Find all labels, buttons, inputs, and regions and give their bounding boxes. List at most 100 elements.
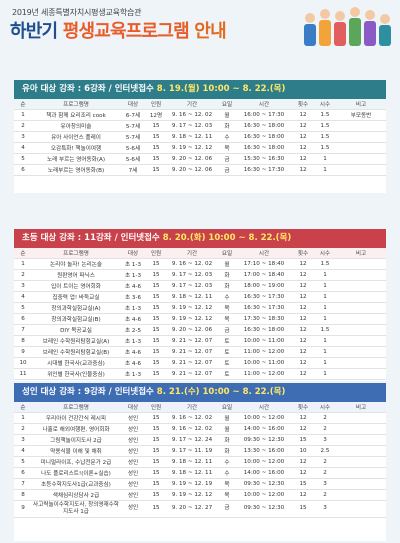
- table-cell: [336, 346, 386, 358]
- col-header: 비고: [336, 402, 386, 413]
- table-cell: 9: [14, 346, 32, 358]
- table-cell: 09:30 ~ 12:30: [236, 434, 292, 446]
- table-cell: 목: [218, 489, 236, 501]
- table-cell: 15: [146, 142, 166, 154]
- table-row: 9 브레인 수학원리탐험교실(B) 초 4-6 15 9. 21 ~ 12. 07 토 11…: [14, 346, 386, 358]
- table-cell: 나홀로 해외여행편, 영어회화: [32, 423, 120, 435]
- table-cell: 1: [14, 109, 32, 121]
- table-cell: 12: [292, 291, 314, 303]
- table-cell: 성인: [120, 500, 146, 518]
- table-cell: 창의과학실험교실(B): [32, 313, 120, 325]
- table-cell: 목: [218, 142, 236, 154]
- table-cell: [336, 445, 386, 457]
- elementary-section-title: 초등 대상 강좌 : 11강좌 / 인터넷접수: [22, 233, 163, 243]
- table-cell: 3: [314, 434, 336, 446]
- col-header: 시수: [314, 402, 336, 413]
- table-cell: 초등수학지도사1급(교과중심): [32, 478, 120, 490]
- table-cell: 성인: [120, 423, 146, 435]
- table-cell: 초 1-3: [120, 258, 146, 270]
- table-cell: 15: [146, 434, 166, 446]
- table-cell: 초 4-6: [120, 313, 146, 325]
- table-cell: 1: [314, 153, 336, 165]
- col-header: 시수: [314, 248, 336, 259]
- table-cell: 7: [14, 324, 32, 336]
- table-cell: 초 4-6: [120, 280, 146, 292]
- table-cell: [336, 313, 386, 325]
- elementary-table: 순 프로그램명 대상 인원 기간 요일 시간 횟수 시수 비고 1 논리야 놀자!…: [14, 248, 386, 380]
- table-cell: 브레인 수학원리탐험교실(A): [32, 335, 120, 347]
- table-cell: 2: [314, 423, 336, 435]
- table-cell: 부모동반: [336, 109, 386, 121]
- table-cell: 9. 17 ~ 12. 03: [166, 269, 218, 281]
- table-cell: [336, 291, 386, 303]
- col-header: 시수: [314, 99, 336, 110]
- table-cell: 12: [292, 280, 314, 292]
- table-row: 7 DIY 목공교실 초 2-5 15 9. 20 ~ 12. 06 금 16:30 ~ 1…: [14, 324, 386, 336]
- table-cell: 12: [292, 324, 314, 336]
- table-cell: 16:30 ~ 18:00: [236, 142, 292, 154]
- table-cell: 16:30 ~ 17:30: [236, 164, 292, 176]
- table-cell: 10:00 ~ 11:00: [236, 335, 292, 347]
- page-title: 하반기 평생교육프로그램 안내: [10, 17, 227, 43]
- table-cell: 초 3-6: [120, 291, 146, 303]
- col-header: 비고: [336, 248, 386, 259]
- table-cell: 금: [218, 324, 236, 336]
- table-row: 5 미니멀라이프, 수납전문가 2급 성인 15 9. 18 ~ 12. 11 수 10:0…: [14, 456, 386, 468]
- table-cell: 목: [218, 478, 236, 490]
- table-cell: 15: [146, 280, 166, 292]
- table-cell: 12: [292, 346, 314, 358]
- table-cell: 초 4-6: [120, 357, 146, 369]
- col-header: 횟수: [292, 99, 314, 110]
- table-cell: 15: [146, 500, 166, 518]
- table-row: 2 원판영어 파닉스 초 1-3 15 9. 17 ~ 12. 03 화 17:00 ~ 1…: [14, 269, 386, 281]
- table-cell: 9. 20 ~ 12. 06: [166, 153, 218, 165]
- table-cell: 11:00 ~ 12:00: [236, 346, 292, 358]
- title-part3: 안내: [188, 21, 226, 42]
- table-cell: 1.5: [314, 131, 336, 143]
- table-row: 3 그림책놀이지도사 2급 성인 15 9. 17 ~ 12. 24 화 09:30 ~ 1…: [14, 434, 386, 446]
- table-cell: 4: [14, 142, 32, 154]
- table-cell: 12: [292, 258, 314, 270]
- adult-rows: 1 우리아이 건강간식 레시피 성인 15 9. 16 ~ 12. 02 월 10:00 ~…: [14, 412, 386, 518]
- table-cell: 15: [146, 153, 166, 165]
- table-cell: 1.5: [314, 324, 336, 336]
- table-cell: 유아창의미술: [32, 120, 120, 132]
- col-header: 요일: [218, 99, 236, 110]
- table-row: 2 나홀로 해외여행편, 영어회화 성인 15 9. 16 ~ 12. 02 월 14:00…: [14, 423, 386, 435]
- adult-section-title: 성인 대상 강좌 : 9강좌 / 인터넷접수: [22, 387, 157, 397]
- table-cell: 12: [292, 368, 314, 380]
- table-cell: 금: [218, 164, 236, 176]
- table-row: 2 유아창의미술 5-7세 15 9. 17 ~ 12. 03 화 16:30 ~ 18:0…: [14, 120, 386, 132]
- table-cell: 9. 16 ~ 12. 02: [166, 423, 218, 435]
- table-row: 8 색채심리상담사 2급 성인 15 9. 19 ~ 12. 12 목 10:00 ~ 12…: [14, 489, 386, 501]
- table-cell: 15: [146, 357, 166, 369]
- table-cell: 1: [314, 291, 336, 303]
- elementary-section-header: 초등 대상 강좌 : 11강좌 / 인터넷접수 8. 20.(화) 10:00 …: [14, 229, 386, 248]
- table-cell: 9. 19 ~ 12. 12: [166, 302, 218, 314]
- table-cell: 11: [14, 368, 32, 380]
- infant-rows: 1 책과 함께 요리조리 cook 6-7세 12명 9. 16 ~ 12. 02 월 16…: [14, 109, 386, 176]
- table-cell: 금: [218, 153, 236, 165]
- table-cell: 6-7세: [120, 109, 146, 121]
- table-cell: 15: [146, 489, 166, 501]
- infant-section-header: 유아 대상 강좌 : 6강좌 / 인터넷접수 8. 19.(월) 10:00 ~…: [14, 80, 386, 99]
- table-cell: 토: [218, 368, 236, 380]
- table-cell: 9. 20 ~ 12. 27: [166, 500, 218, 518]
- table-cell: [336, 456, 386, 468]
- table-cell: 창의과학실험교실(A): [32, 302, 120, 314]
- table-cell: 17:10 ~ 18:40: [236, 258, 292, 270]
- col-header: 프로그램명: [32, 99, 120, 110]
- table-cell: [336, 335, 386, 347]
- table-cell: 금: [218, 500, 236, 518]
- table-row: 1 논리야 놀자! 논리논술 초 1-3 15 9. 16 ~ 12. 02 월 17:10…: [14, 258, 386, 270]
- adult-table: 순 프로그램명 대상 인원 기간 요일 시간 횟수 시수 비고 1 우리아이 건강…: [14, 402, 386, 518]
- table-cell: 9. 18 ~ 12. 11: [166, 467, 218, 479]
- table-cell: [336, 269, 386, 281]
- table-cell: 12: [292, 131, 314, 143]
- table-cell: 14:00 ~ 16:00: [236, 423, 292, 435]
- table-cell: 5: [14, 153, 32, 165]
- table-cell: 15: [146, 302, 166, 314]
- infant-section: 유아 대상 강좌 : 6강좌 / 인터넷접수 8. 19.(월) 10:00 ~…: [14, 80, 386, 193]
- table-cell: 15: [292, 478, 314, 490]
- table-cell: 6: [14, 313, 32, 325]
